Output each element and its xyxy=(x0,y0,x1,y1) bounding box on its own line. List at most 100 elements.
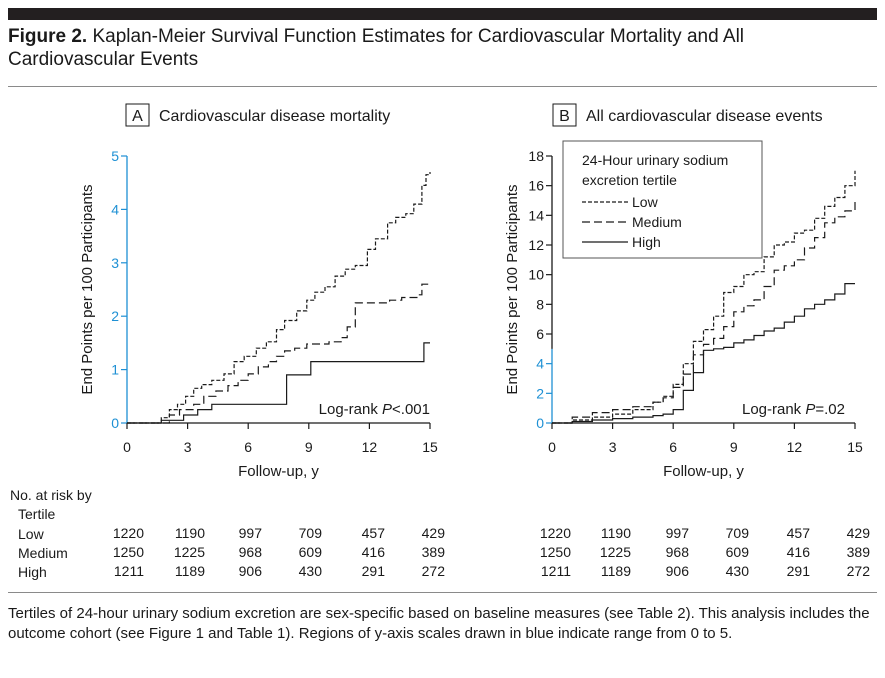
at-risk-cell-panel-a: 709 xyxy=(298,525,322,541)
at-risk-cell-panel-a: 609 xyxy=(298,544,322,560)
panel-letter: A xyxy=(132,108,143,125)
y-tick-label: 18 xyxy=(528,148,544,164)
at-risk-cell-panel-a: 906 xyxy=(238,563,262,579)
y-tick-label: 14 xyxy=(528,207,544,223)
caption-divider xyxy=(8,592,877,593)
at-risk-row-label: High xyxy=(18,564,47,580)
figure-top-bar xyxy=(8,8,877,20)
y-tick-label: 2 xyxy=(111,308,119,324)
panel-letter-box xyxy=(552,103,577,127)
panel-letter-box xyxy=(125,103,150,127)
at-risk-cell-panel-b: 1189 xyxy=(600,563,631,579)
figure-caption: Tertiles of 24-hour urinary sodium excre… xyxy=(8,605,870,642)
x-tick-label: 9 xyxy=(305,439,313,455)
y-axis-label: End Points per 100 Participants xyxy=(79,184,96,394)
x-tick-label: 0 xyxy=(123,439,131,455)
x-axis-label: Follow-up, y xyxy=(663,463,744,480)
at-risk-cell-panel-b: 1190 xyxy=(600,525,631,541)
legend-title-line2: excretion tertile xyxy=(582,172,677,188)
series-line-medium xyxy=(552,200,856,424)
legend-label-medium: Medium xyxy=(632,214,682,230)
y-tick-label: 2 xyxy=(536,385,544,401)
at-risk-cell-panel-b: 272 xyxy=(846,563,870,579)
at-risk-cell-panel-b: 457 xyxy=(786,525,810,541)
at-risk-heading-line1: No. at risk by xyxy=(10,487,92,503)
at-risk-cell-panel-b: 609 xyxy=(725,544,749,560)
panel-a: A Cardiovascular disease mortality012345E… xyxy=(79,103,438,480)
series-line-low xyxy=(127,172,431,424)
y-tick-label: 0 xyxy=(111,415,119,431)
series-line-low xyxy=(552,170,856,424)
at-risk-row-label: Medium xyxy=(18,545,68,561)
y-tick-label: 1 xyxy=(111,362,119,378)
at-risk-cell-panel-b: 709 xyxy=(725,525,749,541)
at-risk-cell-panel-b: 1220 xyxy=(539,525,571,541)
log-rank-value: =.02 xyxy=(815,401,845,418)
at-risk-cell-panel-b: 1225 xyxy=(599,544,631,560)
panel-title: Cardiovascular disease mortality xyxy=(159,108,390,125)
x-tick-label: 9 xyxy=(730,439,738,455)
at-risk-cell-panel-b: 968 xyxy=(665,544,689,560)
log-rank-prefix: Log-rank xyxy=(319,401,382,418)
at-risk-cell-panel-a: 1211 xyxy=(113,563,144,579)
log-rank-p: P xyxy=(382,401,392,418)
at-risk-cell-panel-a: 1225 xyxy=(173,544,205,560)
at-risk-row-label: Low xyxy=(18,526,44,542)
legend-label-high: High xyxy=(632,234,661,250)
at-risk-cell-panel-a: 1190 xyxy=(174,525,205,541)
title-divider xyxy=(8,86,877,87)
at-risk-heading-line2: Tertile xyxy=(18,506,56,522)
series-line-high xyxy=(127,342,430,424)
x-tick-label: 15 xyxy=(847,439,863,455)
x-tick-label: 0 xyxy=(548,439,556,455)
at-risk-cell-panel-a: 389 xyxy=(421,544,445,560)
x-tick-label: 3 xyxy=(184,439,192,455)
at-risk-cell-panel-a: 416 xyxy=(361,544,385,560)
legend-box xyxy=(562,140,763,259)
series-line-high xyxy=(552,283,855,424)
y-tick-label: 8 xyxy=(536,296,544,312)
log-rank-annotation: Log-rank P=.02 xyxy=(742,401,845,418)
x-tick-label: 6 xyxy=(669,439,677,455)
x-tick-label: 12 xyxy=(787,439,803,455)
series-line-medium xyxy=(127,283,430,424)
figure-title-text: Kaplan-Meier Survival Function Estimates… xyxy=(8,26,745,70)
at-risk-cell-panel-a: 429 xyxy=(421,525,445,541)
at-risk-cell-panel-a: 1220 xyxy=(112,525,144,541)
log-rank-value: <.001 xyxy=(392,401,430,418)
panel-title: All cardiovascular disease events xyxy=(586,108,823,125)
figure-number: Figure 2. xyxy=(8,26,88,47)
at-risk-cell-panel-b: 906 xyxy=(665,563,689,579)
y-tick-label: 3 xyxy=(111,255,119,271)
at-risk-cell-panel-b: 1211 xyxy=(540,563,571,579)
y-tick-label: 4 xyxy=(536,356,544,372)
legend-title-line1: 24-Hour urinary sodium xyxy=(582,152,728,168)
y-tick-label: 10 xyxy=(528,267,544,283)
x-tick-label: 12 xyxy=(362,439,378,455)
at-risk-cell-panel-a: 291 xyxy=(361,563,385,579)
at-risk-cell-panel-a: 968 xyxy=(238,544,262,560)
at-risk-cell-panel-a: 1189 xyxy=(174,563,205,579)
x-axis-label: Follow-up, y xyxy=(238,463,319,480)
panel-b: B All cardiovascular disease events 0 2 4 6 8 1… xyxy=(504,103,863,480)
at-risk-cell-panel-a: 997 xyxy=(238,525,262,541)
x-tick-label: 15 xyxy=(422,439,438,455)
charts-canvas: A Cardiovascular disease mortality012345E… xyxy=(79,103,863,480)
at-risk-cell-panel-b: 416 xyxy=(786,544,810,560)
at-risk-cell-panel-b: 997 xyxy=(665,525,689,541)
at-risk-cell-panel-b: 291 xyxy=(786,563,810,579)
y-tick-label: 4 xyxy=(111,201,119,217)
y-axis-label: End Points per 100 Participants xyxy=(504,184,521,394)
panel-letter: B xyxy=(559,108,570,125)
x-tick-label: 6 xyxy=(244,439,252,455)
at-risk-cell-panel-b: 430 xyxy=(725,563,749,579)
legend: 24-Hour urinary sodium excretion tertile L… xyxy=(562,140,763,259)
x-tick-label: 3 xyxy=(609,439,617,455)
y-tick-label: 0 xyxy=(536,415,544,431)
at-risk-cell-panel-a: 272 xyxy=(421,563,445,579)
log-rank-annotation: Log-rank P<.001 xyxy=(319,401,430,418)
at-risk-cell-panel-a: 1250 xyxy=(112,544,144,560)
at-risk-cell-panel-a: 430 xyxy=(298,563,322,579)
at-risk-cell-panel-b: 1250 xyxy=(539,544,571,560)
at-risk-cell-panel-a: 457 xyxy=(361,525,385,541)
